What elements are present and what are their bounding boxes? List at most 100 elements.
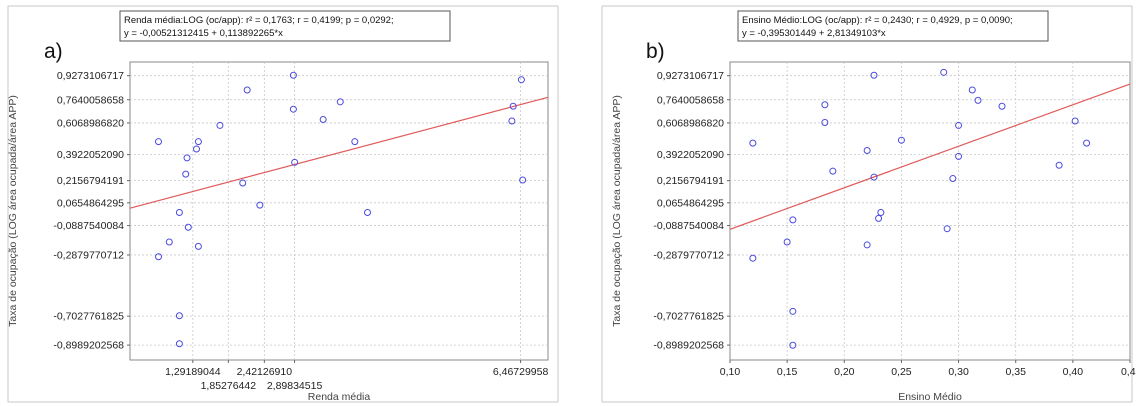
- stats-line-1: Ensino Médio:LOG (oc/app): r² = 0,2430; …: [742, 15, 1013, 26]
- data-point: [175, 208, 183, 216]
- y-tick-label: -0,0887540084: [53, 220, 124, 232]
- data-point: [351, 138, 359, 146]
- data-point: [877, 208, 885, 216]
- data-point: [239, 179, 247, 187]
- x-tick-label: 6,46729958: [493, 366, 549, 378]
- y-tick-label: -0,0887540084: [653, 220, 724, 232]
- scatter-chart-a: 0,9273106717 0,7640058658 0,6068986820 0,39…: [7, 5, 559, 403]
- data-point: [955, 152, 963, 160]
- data-point: [175, 340, 183, 348]
- data-point: [291, 158, 299, 166]
- data-point: [998, 102, 1006, 110]
- data-point: [897, 136, 905, 144]
- data-point: [829, 167, 837, 175]
- y-tick-label: 0,7640058658: [657, 94, 724, 106]
- stats-line-2: y = -0,395301449 + 2,81349103*x: [742, 28, 886, 39]
- data-point: [783, 238, 791, 246]
- data-point: [789, 216, 797, 224]
- x-tick-label: 0,15: [777, 366, 798, 378]
- data-point: [749, 254, 757, 262]
- data-point: [182, 170, 190, 178]
- y-tick-label: 0,9273106717: [657, 70, 724, 82]
- x-tick-label: 0,35: [1005, 366, 1026, 378]
- data-point: [1055, 161, 1063, 169]
- y-axis-title: Taxa de ocupação (LOG área ocupada/área …: [611, 95, 623, 327]
- data-point: [289, 71, 297, 79]
- data-point: [870, 173, 878, 181]
- data-point: [974, 96, 982, 104]
- plot-area: [729, 61, 1131, 361]
- x-tick-label: 0,10: [720, 366, 741, 378]
- x-tick-label: 2,89834515: [267, 380, 323, 392]
- data-point: [863, 147, 871, 155]
- data-point: [870, 71, 878, 79]
- data-point: [216, 121, 224, 129]
- data-point: [319, 116, 327, 124]
- data-point: [1083, 139, 1091, 147]
- stats-line-1: Renda média:LOG (oc/app): r² = 0,1763; r…: [124, 15, 394, 26]
- data-point: [175, 312, 183, 320]
- data-point: [875, 214, 883, 222]
- data-point: [194, 138, 202, 146]
- data-point: [194, 242, 202, 250]
- data-point: [517, 76, 525, 84]
- data-point: [519, 176, 527, 184]
- data-point: [749, 139, 757, 147]
- data-point: [940, 68, 948, 76]
- scatter-chart-b: 0,9273106717 0,7640058658 0,6068986820 0,39…: [601, 5, 1136, 403]
- panel-letter: a): [44, 40, 63, 63]
- y-tick-label: 0,3922052090: [57, 149, 124, 161]
- x-tick-label: 0,25: [891, 366, 912, 378]
- y-tick-label: 0,2156794191: [57, 175, 124, 187]
- data-point: [155, 138, 162, 146]
- y-tick-label: 0,3922052090: [657, 149, 724, 161]
- data-point: [949, 175, 957, 183]
- x-tick-label: 0,30: [948, 366, 969, 378]
- data-point: [789, 341, 797, 349]
- data-point: [508, 117, 516, 125]
- data-point: [165, 238, 173, 246]
- x-tick-label: 0,40: [1063, 366, 1084, 378]
- data-point: [509, 102, 517, 110]
- y-tick-label: -0,7027761825: [653, 311, 724, 323]
- y-tick-label: 0,6068986820: [657, 117, 724, 129]
- x-tick-label: 0,4(: [1121, 366, 1136, 378]
- regression-line: [729, 83, 1131, 230]
- data-point: [968, 86, 976, 94]
- data-point: [789, 307, 797, 315]
- y-tick-label: 0,9273106717: [57, 70, 124, 82]
- data-point: [943, 225, 951, 233]
- data-point: [364, 208, 371, 216]
- y-tick-label: -0,7027761825: [53, 311, 124, 323]
- y-tick-label: -0,8989202568: [653, 340, 724, 352]
- y-tick-label: 0,0654864295: [657, 197, 724, 209]
- x-tick-label: 1,29189044: [165, 366, 221, 378]
- x-tick-label: 1,85276442: [201, 380, 257, 392]
- data-point: [821, 101, 829, 109]
- y-tick-label: 0,7640058658: [57, 94, 124, 106]
- y-axis-title: Taxa de ocupação (LOG área ocupada/área …: [7, 95, 19, 327]
- data-point: [289, 105, 297, 113]
- y-tick-label: 0,0654864295: [57, 197, 124, 209]
- plot-area: [129, 61, 549, 361]
- y-tick-label: -0,2879770712: [653, 249, 724, 261]
- y-tick-label: -0,2879770712: [53, 249, 124, 261]
- data-point: [184, 223, 192, 231]
- data-point: [183, 154, 191, 162]
- stats-box: [119, 10, 451, 42]
- data-point: [1071, 117, 1079, 125]
- x-axis-title: Ensino Médio: [898, 391, 962, 403]
- stats-box: [737, 10, 1049, 42]
- x-axis-title: Renda média: [308, 391, 371, 403]
- data-point: [955, 121, 963, 129]
- data-point: [256, 201, 264, 209]
- x-tick-label: 0,20: [834, 366, 855, 378]
- data-point: [243, 86, 251, 94]
- y-tick-label: 0,6068986820: [57, 117, 124, 129]
- data-point: [336, 98, 344, 106]
- y-tick-label: 0,2156794191: [657, 175, 724, 187]
- chart-panel-b: 0,9273106717 0,7640058658 0,6068986820 0,39…: [598, 0, 1136, 406]
- data-point: [193, 145, 200, 153]
- y-tick-label: -0,8989202568: [53, 340, 124, 352]
- chart-panel-a: 0,9273106717 0,7640058658 0,6068986820 0,39…: [0, 0, 566, 406]
